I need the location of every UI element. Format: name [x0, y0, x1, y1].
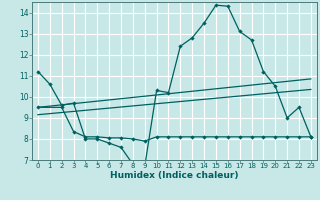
X-axis label: Humidex (Indice chaleur): Humidex (Indice chaleur) — [110, 171, 239, 180]
